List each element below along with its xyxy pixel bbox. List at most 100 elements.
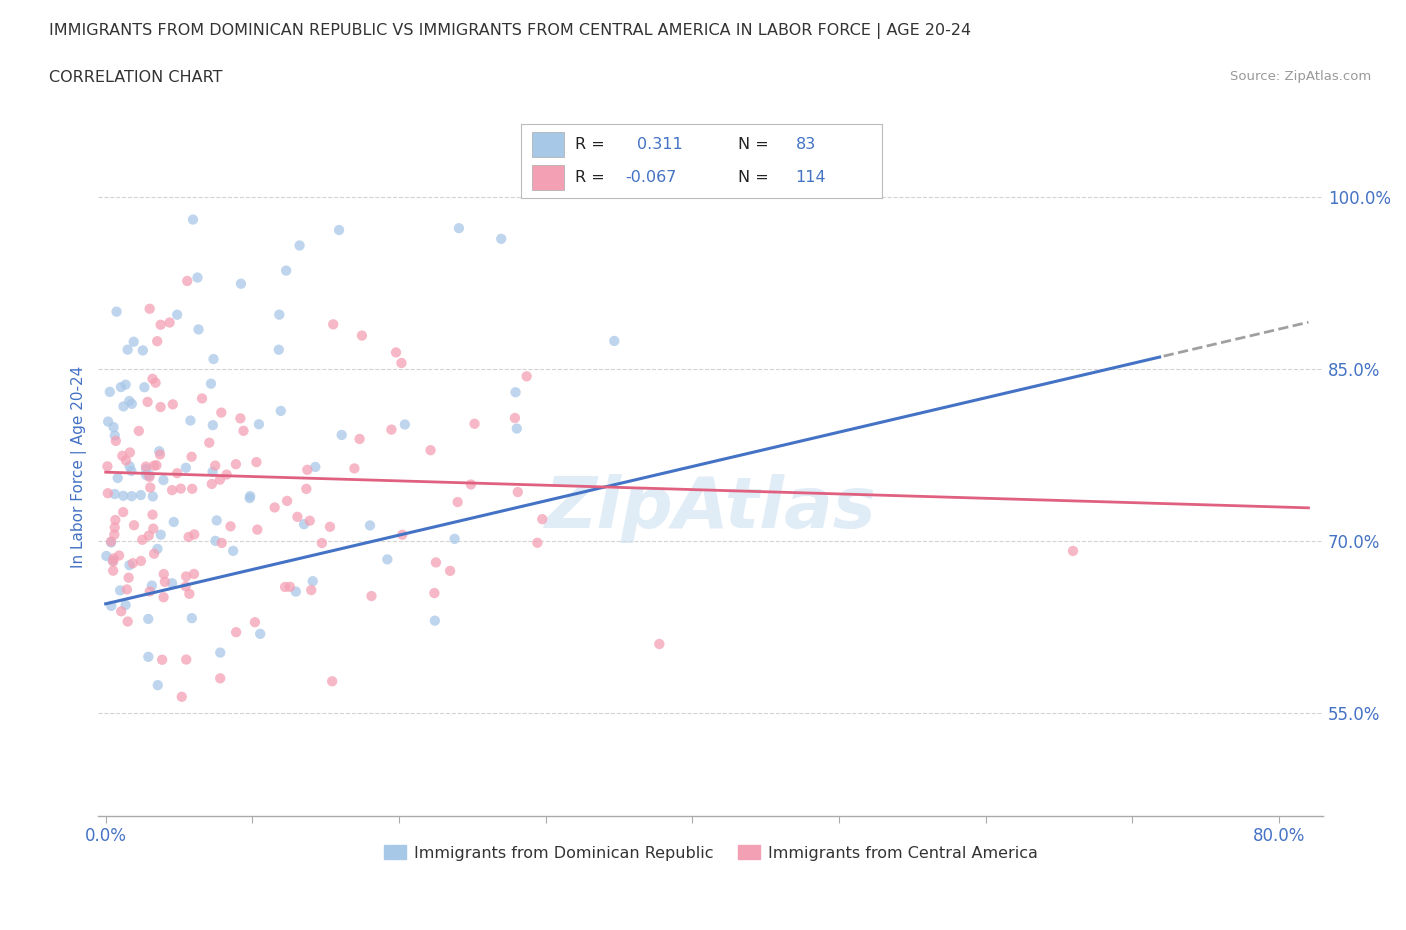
Point xyxy=(311,536,333,551)
Point xyxy=(110,379,132,394)
Text: Source: ZipAtlas.com: Source: ZipAtlas.com xyxy=(1230,70,1371,83)
Point xyxy=(138,468,160,483)
Point xyxy=(138,470,160,485)
Point xyxy=(139,480,162,495)
Point xyxy=(153,575,176,590)
Point xyxy=(177,529,200,544)
Point xyxy=(243,615,266,630)
Point xyxy=(460,477,482,492)
Point xyxy=(163,514,186,529)
Point xyxy=(288,238,311,253)
Point xyxy=(138,528,160,543)
Point xyxy=(1062,543,1084,558)
Point xyxy=(446,495,468,510)
Point xyxy=(506,485,529,499)
Point xyxy=(152,590,174,604)
Point xyxy=(129,553,152,568)
Point xyxy=(299,582,322,597)
Point xyxy=(301,574,323,589)
Point xyxy=(160,576,183,591)
Point xyxy=(183,566,205,581)
Point xyxy=(278,579,301,594)
Point xyxy=(531,512,554,526)
Point xyxy=(105,304,128,319)
Point xyxy=(134,379,156,394)
Point xyxy=(97,485,120,500)
Point xyxy=(328,222,350,237)
Point xyxy=(304,459,326,474)
Point xyxy=(96,458,118,473)
Point xyxy=(118,458,141,473)
Point xyxy=(204,534,226,549)
Point xyxy=(121,556,143,571)
Point xyxy=(181,212,204,227)
Point xyxy=(201,464,224,479)
Point xyxy=(201,476,224,491)
Point xyxy=(162,397,184,412)
Point xyxy=(176,273,198,288)
Point xyxy=(141,507,163,522)
Point xyxy=(100,534,122,549)
Text: ZipAtlas: ZipAtlas xyxy=(546,474,876,543)
Point xyxy=(505,385,527,400)
Point xyxy=(132,343,155,358)
Point xyxy=(377,552,399,567)
Point xyxy=(276,263,298,278)
Point xyxy=(104,433,127,448)
Point xyxy=(142,521,165,536)
Point xyxy=(112,399,135,414)
Point xyxy=(118,393,141,408)
Point xyxy=(159,315,181,330)
Point xyxy=(503,410,526,425)
Point xyxy=(208,472,231,487)
Point xyxy=(104,428,127,443)
Point xyxy=(149,527,172,542)
Point xyxy=(117,342,139,357)
Point xyxy=(394,417,416,432)
Point xyxy=(146,334,169,349)
Point xyxy=(174,578,197,593)
Point xyxy=(141,578,163,593)
Point xyxy=(222,543,245,558)
Point xyxy=(174,460,197,475)
Point xyxy=(209,671,232,685)
Point xyxy=(121,488,143,503)
Point xyxy=(284,584,307,599)
Point xyxy=(104,520,127,535)
Point xyxy=(135,461,157,476)
Point xyxy=(298,513,321,528)
Point xyxy=(202,352,225,366)
Point xyxy=(385,345,408,360)
Point xyxy=(131,532,153,547)
Legend: Immigrants from Dominican Republic, Immigrants from Central America: Immigrants from Dominican Republic, Immi… xyxy=(377,839,1045,867)
Point xyxy=(152,566,174,581)
Point xyxy=(287,510,309,525)
Point xyxy=(143,546,166,561)
Point xyxy=(101,553,124,568)
Point xyxy=(135,468,157,483)
Point xyxy=(98,384,121,399)
Point xyxy=(292,517,315,532)
Point xyxy=(136,394,159,409)
Point xyxy=(229,411,252,426)
Point xyxy=(648,636,671,651)
Point xyxy=(160,483,183,498)
Point xyxy=(114,598,136,613)
Point xyxy=(276,494,298,509)
Point xyxy=(115,582,138,597)
Point xyxy=(103,551,125,565)
Text: IMMIGRANTS FROM DOMINICAN REPUBLIC VS IMMIGRANTS FROM CENTRAL AMERICA IN LABOR F: IMMIGRANTS FROM DOMINICAN REPUBLIC VS IM… xyxy=(49,23,972,39)
Point xyxy=(343,461,366,476)
Point xyxy=(181,482,204,497)
Point xyxy=(198,435,221,450)
Point xyxy=(166,307,188,322)
Point xyxy=(247,417,270,432)
Point xyxy=(142,489,165,504)
Point xyxy=(180,611,202,626)
Point xyxy=(103,527,125,542)
Point xyxy=(120,463,142,478)
Point xyxy=(179,413,201,428)
Point xyxy=(96,549,118,564)
Point xyxy=(145,376,167,391)
Point xyxy=(380,422,402,437)
